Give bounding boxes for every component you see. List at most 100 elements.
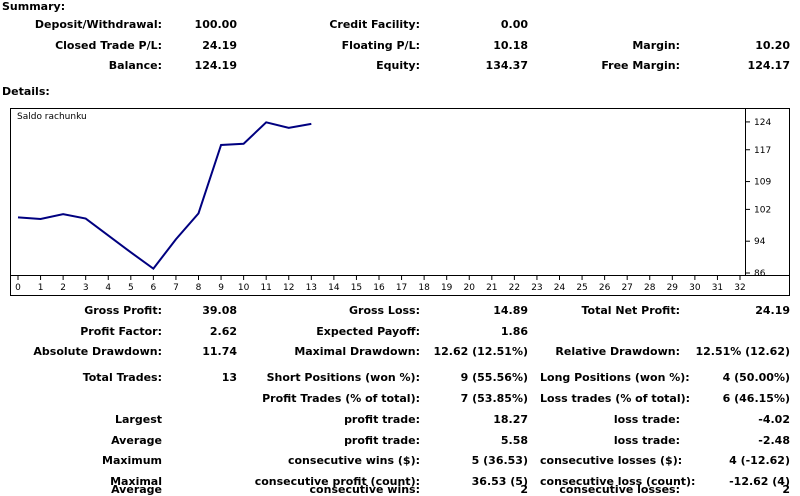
stats-extra-group: Maximum xyxy=(102,454,162,467)
chart-frame xyxy=(10,108,790,296)
x-tick-label: 3 xyxy=(83,283,89,293)
stats-extra-p-label: profit trade: xyxy=(344,413,420,426)
stats-extra-p-label: profit trade: xyxy=(344,434,420,447)
x-tick-label: 25 xyxy=(576,283,587,293)
summary-balance-label: Balance: xyxy=(108,59,162,72)
x-tick-label: 7 xyxy=(173,283,179,293)
summary-deposit-value: 100.00 xyxy=(194,18,237,31)
stats-extra-p-label: consecutive wins ($): xyxy=(287,454,420,467)
maximal-drawdown-label: Maximal Drawdown: xyxy=(294,345,420,358)
profit-trades-label: Profit Trades (% of total): xyxy=(262,392,420,405)
stats-extra-l-label: loss trade: xyxy=(613,413,680,426)
y-tick-label: 124 xyxy=(754,118,771,128)
stats-extra-p-value: 18.27 xyxy=(493,413,528,426)
gross-profit-value: 39.08 xyxy=(202,304,237,317)
details-heading: Details: xyxy=(2,85,50,98)
summary-free-margin-label: Free Margin: xyxy=(601,59,680,72)
x-tick-label: 5 xyxy=(128,283,134,293)
summary-heading: Summary: xyxy=(2,0,66,13)
y-tick-label: 102 xyxy=(754,205,771,215)
short-positions-value: 9 (55.56%) xyxy=(460,371,528,384)
gross-loss-label: Gross Loss: xyxy=(349,304,420,317)
long-positions-label: Long Positions (won %): xyxy=(540,371,690,384)
x-tick-label: 22 xyxy=(509,283,520,293)
x-tick-label: 12 xyxy=(283,283,294,293)
stats-extra-l-label: loss trade: xyxy=(613,434,680,447)
stats-extra-p-value: 5.58 xyxy=(500,434,528,447)
y-tick-label: 117 xyxy=(754,146,771,156)
x-tick-label: 32 xyxy=(734,283,745,293)
stats-extra-l-value: -12.62 (4) xyxy=(729,475,790,488)
x-tick-label: 2 xyxy=(60,283,66,293)
x-tick-label: 29 xyxy=(667,283,679,293)
x-tick-label: 8 xyxy=(196,283,202,293)
stats-extra-l-value: 4 (-12.62) xyxy=(729,454,790,467)
x-tick-label: 28 xyxy=(644,283,656,293)
summary-closed-pl-label: Closed Trade P/L: xyxy=(55,39,162,52)
x-tick-label: 19 xyxy=(441,283,453,293)
summary-credit-label: Credit Facility: xyxy=(329,18,420,31)
stats-extra-group: Average xyxy=(111,434,162,447)
x-tick-label: 11 xyxy=(260,283,271,293)
x-tick-label: 31 xyxy=(712,283,723,293)
stats-extra-p-value: 5 (36.53) xyxy=(471,454,528,467)
total-net-profit-value: 24.19 xyxy=(755,304,790,317)
stats-extra-group: Largest xyxy=(115,413,162,426)
stats-extra-p-value: 36.53 (5) xyxy=(471,475,528,488)
x-tick-label: 27 xyxy=(621,283,632,293)
stats-extra-p-value: 2 xyxy=(520,483,528,496)
x-tick-label: 6 xyxy=(151,283,157,293)
x-tick-label: 21 xyxy=(486,283,497,293)
relative-drawdown-label: Relative Drawdown: xyxy=(555,345,680,358)
summary-floating-pl-value: 10.18 xyxy=(493,39,528,52)
gross-loss-value: 14.89 xyxy=(493,304,528,317)
stats-extra-l-value: -4.02 xyxy=(758,413,790,426)
summary-margin-label: Margin: xyxy=(632,39,680,52)
gross-profit-label: Gross Profit: xyxy=(84,304,162,317)
x-tick-label: 4 xyxy=(105,283,111,293)
total-net-profit-label: Total Net Profit: xyxy=(581,304,681,317)
long-positions-value: 4 (50.00%) xyxy=(722,371,790,384)
y-tick-label: 109 xyxy=(754,178,771,188)
stats-extra-l-label: consecutive losses ($): xyxy=(540,454,683,467)
loss-trades-value: 6 (46.15%) xyxy=(722,392,790,405)
relative-drawdown-value: 12.51% (12.62) xyxy=(695,345,791,358)
x-tick-label: 24 xyxy=(554,283,566,293)
balance-chart: Saldo rachunku 0 1 2 3 4 5 6 7 8 9 10 11 12 13 14 15 16 1… xyxy=(10,108,790,296)
stats-extra-l-label: consecutive loss (count): xyxy=(540,475,696,488)
x-tick-label: 13 xyxy=(306,283,317,293)
stats-extra-l-value: 2 xyxy=(782,483,790,496)
summary-equity-label: Equity: xyxy=(376,59,420,72)
x-tick-label: 18 xyxy=(418,283,430,293)
summary-credit-value: 0.00 xyxy=(500,18,528,31)
x-tick-label: 14 xyxy=(328,283,340,293)
x-tick-label: 26 xyxy=(599,283,611,293)
summary-balance-value: 124.19 xyxy=(194,59,237,72)
summary-deposit-label: Deposit/Withdrawal: xyxy=(34,18,162,31)
y-tick-label: 94 xyxy=(754,237,766,247)
x-tick-label: 16 xyxy=(373,283,385,293)
x-tick-label: 15 xyxy=(351,283,362,293)
x-tick-label: 30 xyxy=(689,283,701,293)
profit-factor-value: 2.62 xyxy=(209,325,237,338)
y-tick-label: 86 xyxy=(754,269,766,279)
absolute-drawdown-label: Absolute Drawdown: xyxy=(33,345,162,358)
summary-free-margin-value: 124.17 xyxy=(747,59,790,72)
stats-extra-p-label: consecutive profit (count): xyxy=(254,475,420,488)
summary-floating-pl-label: Floating P/L: xyxy=(341,39,420,52)
summary-equity-value: 134.37 xyxy=(485,59,528,72)
x-tick-label: 23 xyxy=(531,283,542,293)
x-tick-label: 9 xyxy=(218,283,224,293)
balance-series-line xyxy=(17,121,312,271)
x-tick-label: 17 xyxy=(396,283,407,293)
x-tick-label: 20 xyxy=(464,283,476,293)
expected-payoff-value: 1.86 xyxy=(500,325,528,338)
loss-trades-label: Loss trades (% of total): xyxy=(540,392,691,405)
maximal-drawdown-value: 12.62 (12.51%) xyxy=(433,345,529,358)
short-positions-label: Short Positions (won %): xyxy=(266,371,420,384)
stats-extra-p-label: consecutive wins: xyxy=(309,483,420,496)
profit-factor-label: Profit Factor: xyxy=(80,325,162,338)
summary-margin-value: 10.20 xyxy=(755,39,790,52)
total-trades-label: Total Trades: xyxy=(82,371,162,384)
x-tick-label: 1 xyxy=(38,283,44,293)
